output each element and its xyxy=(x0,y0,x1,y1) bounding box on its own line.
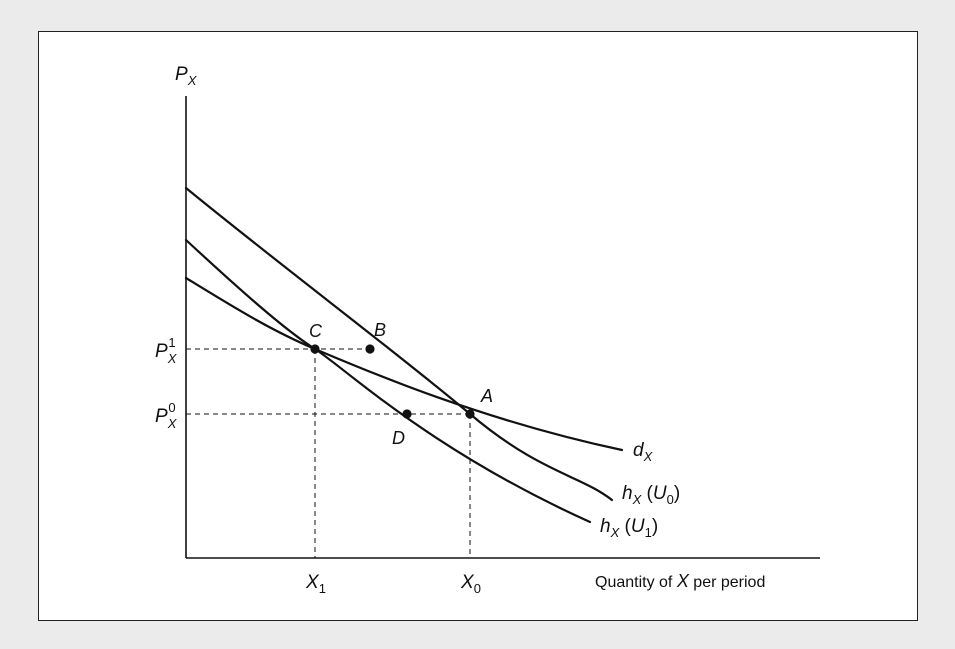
point-b-marker xyxy=(365,344,375,354)
point-d-marker xyxy=(402,409,412,419)
dx-curve xyxy=(184,276,624,452)
x-axis-title: Quantity of X per period xyxy=(595,571,765,591)
figure-panel xyxy=(38,31,918,621)
point-c-marker xyxy=(310,344,320,354)
dx-curve-label: dX xyxy=(633,440,654,464)
hx-u0-curve-label: hX (U0) xyxy=(622,483,680,507)
quantity-x0-label: X0 xyxy=(460,572,481,596)
point-b-label: B xyxy=(374,320,386,340)
hx-u1-curve-label: hX (U1) xyxy=(600,516,658,540)
point-c-label: C xyxy=(309,321,323,341)
point-a-label: A xyxy=(480,386,493,406)
point-a-marker xyxy=(465,409,475,419)
quantity-x1-label: X1 xyxy=(305,572,326,596)
y-axis-label: PX xyxy=(175,64,198,88)
price-p1-label: PX1 xyxy=(155,335,178,366)
hx-u0-curve xyxy=(184,186,614,502)
point-d-label: D xyxy=(392,428,405,448)
price-p0-label: PX0 xyxy=(155,400,178,431)
hx-u1-curve xyxy=(184,238,592,524)
